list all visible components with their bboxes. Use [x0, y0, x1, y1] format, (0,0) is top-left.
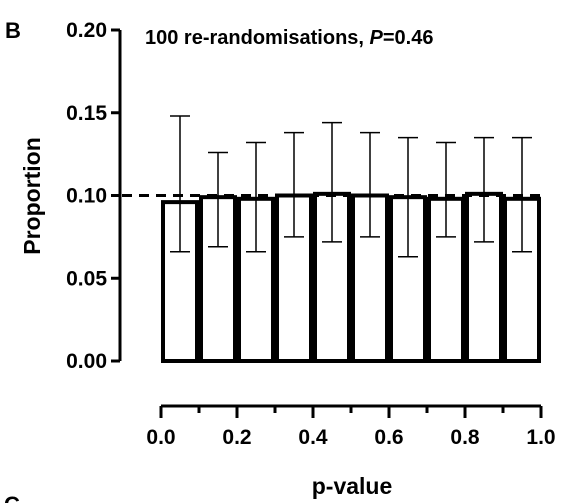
y-tick-label: 0.00 — [66, 350, 107, 373]
x-axis-title: p-value — [312, 473, 393, 499]
x-tick-label: 0.2 — [222, 426, 251, 449]
chart-annotation: 100 re-randomisations, P=0.46 — [145, 27, 433, 49]
panel-letter-b: B — [5, 18, 21, 43]
y-tick-label: 0.10 — [66, 185, 107, 208]
x-tick-label: 0.6 — [374, 426, 403, 449]
y-tick-label: 0.15 — [66, 102, 107, 125]
y-axis: 0.00 0.05 0.10 0.15 0.20 — [66, 19, 122, 373]
x-tick-label: 1.0 — [526, 426, 555, 449]
error-bar — [360, 131, 380, 238]
annotation-p-value: =0.46 — [383, 27, 434, 49]
bars-group — [161, 191, 541, 363]
x-tick-label: 0.4 — [298, 426, 328, 449]
error-bar — [474, 136, 494, 243]
annotation-text: 100 re-randomisations, — [145, 27, 370, 49]
error-bar — [322, 121, 342, 243]
y-axis-title: Proportion — [19, 137, 45, 255]
y-tick-label: 0.20 — [66, 19, 107, 42]
panel-letter-c: C — [4, 492, 20, 503]
x-axis: 0.0 0.2 0.4 0.6 0.8 1.0 — [146, 404, 556, 449]
error-bar — [284, 131, 304, 238]
y-tick-label: 0.05 — [66, 267, 107, 290]
error-bar — [208, 151, 228, 248]
error-bar — [398, 136, 418, 258]
annotation-p-symbol: P — [370, 27, 384, 49]
error-bar — [170, 115, 190, 253]
x-tick-label: 0.0 — [146, 426, 175, 449]
error-bar — [246, 141, 266, 253]
error-bar — [436, 141, 456, 238]
x-tick-label: 0.8 — [450, 426, 480, 449]
